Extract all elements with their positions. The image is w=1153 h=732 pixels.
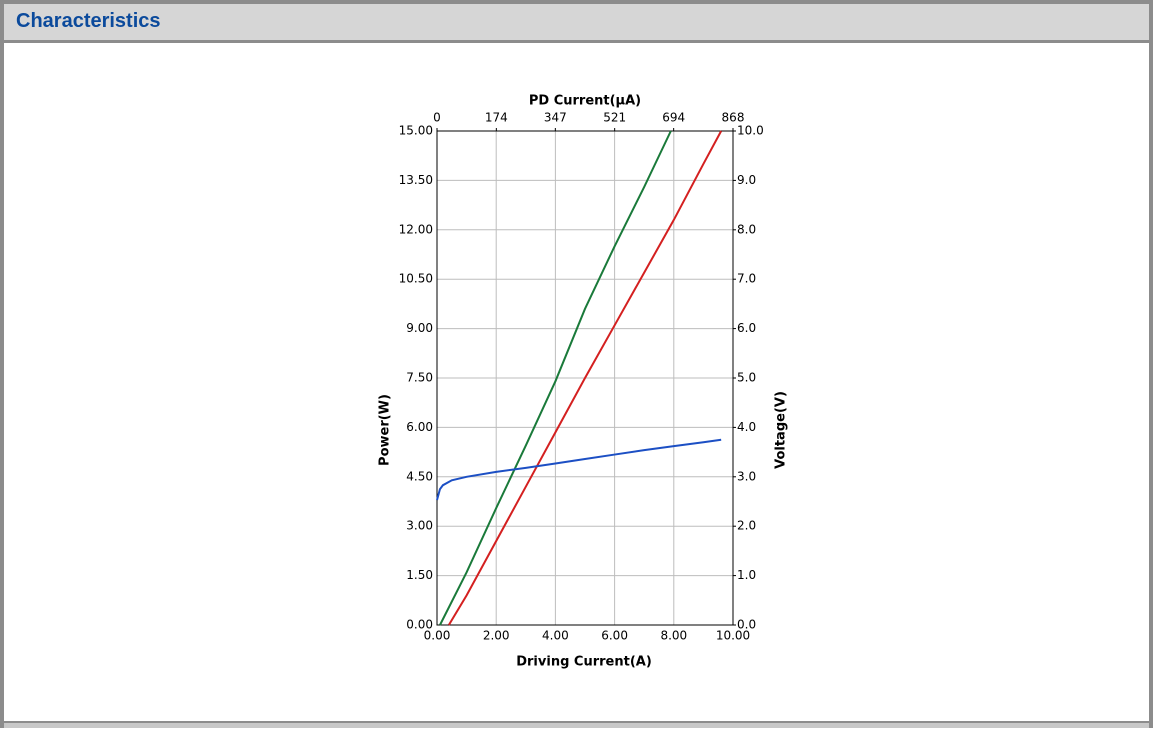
y2-tick-label: 4.0 — [737, 420, 756, 434]
x-tick-label: 6.00 — [601, 629, 628, 643]
x-tick-label: 4.00 — [542, 629, 569, 643]
top-axis-title: PD Current(μA) — [529, 94, 641, 109]
panel-title: Characteristics — [16, 10, 161, 32]
x2-tick-label: 174 — [485, 111, 508, 125]
y2-tick-label: 0.0 — [737, 618, 756, 632]
x2-tick-label: 521 — [603, 111, 626, 125]
x-tick-label: 10.00 — [716, 629, 750, 643]
series-line — [439, 130, 672, 626]
plot-frame — [436, 130, 734, 626]
panel-footer — [4, 721, 1149, 728]
y-axis-title: Power(W) — [378, 394, 393, 466]
series-line — [436, 438, 722, 501]
x-tick-label: 0.00 — [424, 629, 451, 643]
y2-tick-label: 3.0 — [737, 469, 756, 483]
y2-tick-label: 1.0 — [737, 568, 756, 582]
y2-tick-label: 7.0 — [737, 272, 756, 286]
y2-tick-label: 10.0 — [737, 124, 764, 138]
y-tick-label: 4.50 — [406, 469, 433, 483]
y2-tick-label: 8.0 — [737, 222, 756, 236]
y2-tick-label: 9.0 — [737, 173, 756, 187]
series-line — [447, 130, 723, 626]
y2-tick-label: 5.0 — [737, 371, 756, 385]
y-tick-label: 12.00 — [399, 222, 433, 236]
x2-tick-label: 0 — [433, 111, 441, 125]
y-tick-label: 3.00 — [406, 519, 433, 533]
x2-tick-label: 694 — [662, 111, 685, 125]
x-tick-label: 2.00 — [483, 629, 510, 643]
x-tick-label: 8.00 — [660, 629, 687, 643]
y-tick-label: 0.00 — [406, 618, 433, 632]
y2-tick-label: 2.0 — [737, 519, 756, 533]
y2-axis-title: Voltage(V) — [774, 391, 789, 469]
x-axis-title: Driving Current(A) — [516, 655, 652, 670]
y-tick-label: 6.00 — [406, 420, 433, 434]
y-tick-label: 10.50 — [399, 272, 433, 286]
y2-tick-label: 6.0 — [737, 321, 756, 335]
y-tick-label: 7.50 — [406, 371, 433, 385]
y-tick-label: 1.50 — [406, 568, 433, 582]
x2-tick-label: 868 — [722, 111, 745, 125]
panel-header: Characteristics — [4, 4, 1149, 43]
y-tick-label: 9.00 — [406, 321, 433, 335]
y-tick-label: 15.00 — [399, 124, 433, 138]
x2-tick-label: 347 — [544, 111, 567, 125]
y-tick-label: 13.50 — [399, 173, 433, 187]
